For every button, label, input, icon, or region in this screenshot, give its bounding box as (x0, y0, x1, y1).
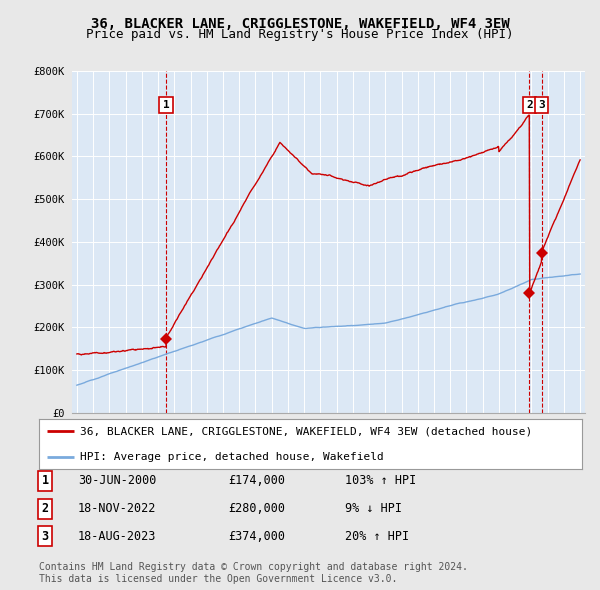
Text: 3: 3 (538, 100, 545, 110)
Text: 1: 1 (163, 100, 170, 110)
Text: £174,000: £174,000 (228, 474, 285, 487)
Text: HPI: Average price, detached house, Wakefield: HPI: Average price, detached house, Wake… (80, 451, 383, 461)
Text: Contains HM Land Registry data © Crown copyright and database right 2024.
This d: Contains HM Land Registry data © Crown c… (39, 562, 468, 584)
Text: £280,000: £280,000 (228, 502, 285, 515)
Text: 9% ↓ HPI: 9% ↓ HPI (345, 502, 402, 515)
Text: 103% ↑ HPI: 103% ↑ HPI (345, 474, 416, 487)
Text: Price paid vs. HM Land Registry's House Price Index (HPI): Price paid vs. HM Land Registry's House … (86, 28, 514, 41)
Text: 36, BLACKER LANE, CRIGGLESTONE, WAKEFIELD, WF4 3EW (detached house): 36, BLACKER LANE, CRIGGLESTONE, WAKEFIEL… (80, 427, 532, 437)
Text: 18-AUG-2023: 18-AUG-2023 (78, 530, 157, 543)
Text: 1: 1 (41, 474, 49, 487)
Text: 3: 3 (41, 530, 49, 543)
Text: 36, BLACKER LANE, CRIGGLESTONE, WAKEFIELD, WF4 3EW: 36, BLACKER LANE, CRIGGLESTONE, WAKEFIEL… (91, 17, 509, 31)
Text: 2: 2 (526, 100, 533, 110)
Text: £374,000: £374,000 (228, 530, 285, 543)
Text: 20% ↑ HPI: 20% ↑ HPI (345, 530, 409, 543)
Text: 18-NOV-2022: 18-NOV-2022 (78, 502, 157, 515)
Text: 2: 2 (41, 502, 49, 515)
Text: 30-JUN-2000: 30-JUN-2000 (78, 474, 157, 487)
